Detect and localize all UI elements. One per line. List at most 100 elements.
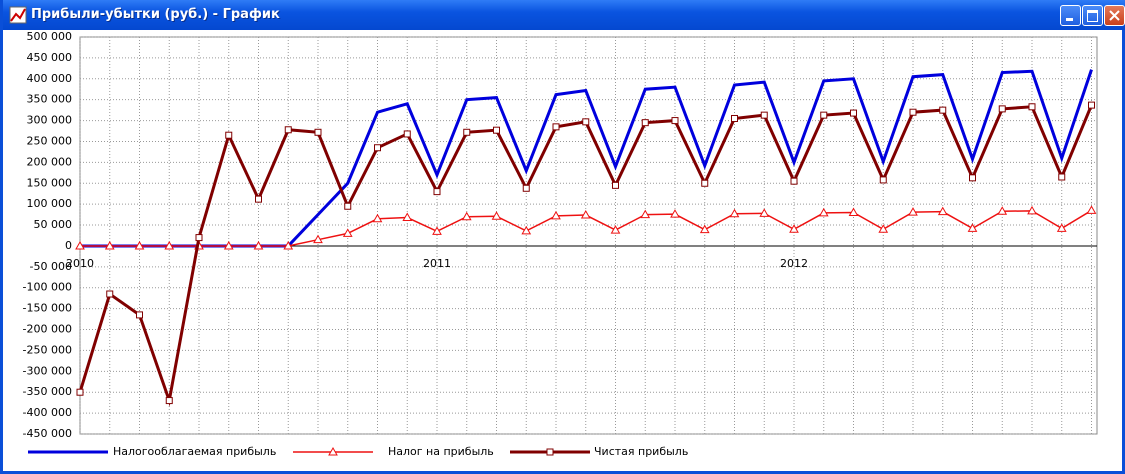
point-marker — [820, 111, 828, 119]
point-marker — [612, 181, 619, 189]
y-tick-label: -50 000 — [30, 260, 72, 273]
point-marker — [314, 128, 322, 136]
point-marker — [104, 240, 115, 250]
point-marker — [610, 225, 621, 234]
close-button[interactable] — [1104, 5, 1125, 26]
y-tick-label: 100 000 — [27, 197, 73, 210]
point-marker — [582, 118, 590, 126]
x-tick-label: 2011 — [423, 257, 451, 270]
point-marker — [521, 225, 532, 235]
point-marker — [134, 240, 145, 250]
point-marker — [461, 211, 472, 221]
point-marker — [759, 208, 770, 217]
y-tick-label: 500 000 — [27, 30, 73, 43]
point-marker — [998, 105, 1006, 113]
point-marker — [284, 126, 292, 134]
point-marker — [403, 130, 411, 138]
y-tick-label: -350 000 — [23, 385, 72, 398]
app-icon — [9, 6, 27, 24]
point-marker — [701, 179, 709, 187]
title-bar: Прибыли-убытки (руб.) - График — [3, 0, 1125, 30]
point-marker — [641, 119, 649, 127]
point-marker — [879, 176, 887, 184]
point-marker — [671, 117, 679, 125]
window-title: Прибыли-убытки (руб.) - График — [31, 7, 280, 22]
point-marker — [939, 106, 947, 114]
point-marker — [818, 207, 829, 217]
point-marker — [283, 240, 294, 250]
point-marker — [640, 209, 651, 219]
point-marker — [1058, 173, 1066, 181]
y-tick-label: -450 000 — [23, 427, 72, 440]
point-marker — [546, 448, 554, 456]
point-marker — [1027, 205, 1037, 215]
y-tick-label: 450 000 — [27, 51, 73, 64]
point-marker — [790, 177, 798, 185]
point-marker — [165, 397, 173, 405]
y-tick-label: -300 000 — [23, 364, 72, 377]
point-marker — [729, 208, 740, 218]
point-marker — [491, 211, 502, 220]
x-tick-label: 2012 — [780, 257, 808, 270]
point-marker — [580, 210, 591, 219]
point-marker — [522, 184, 530, 192]
point-marker — [463, 128, 471, 136]
point-marker — [328, 446, 338, 456]
point-marker — [253, 240, 264, 250]
legend-label: Налог на прибыль — [388, 445, 494, 458]
point-marker — [225, 131, 233, 139]
point-marker — [1028, 103, 1036, 111]
point-marker — [195, 234, 203, 242]
point-marker — [374, 144, 381, 152]
point-marker — [551, 210, 561, 220]
point-marker — [1086, 205, 1097, 214]
point-marker — [223, 240, 234, 250]
point-marker — [432, 226, 442, 235]
legend-label: Чистая прибыль — [594, 445, 688, 458]
point-marker — [908, 207, 918, 216]
plot-frame — [79, 36, 1098, 435]
maximize-button[interactable] — [1082, 5, 1103, 26]
point-marker — [878, 224, 889, 233]
point-marker — [699, 224, 710, 234]
point-marker — [136, 311, 143, 319]
point-marker — [850, 109, 857, 117]
point-marker — [493, 126, 500, 134]
y-tick-label: 150 000 — [27, 176, 73, 189]
close-icon — [1109, 10, 1120, 21]
point-marker — [433, 188, 441, 196]
y-tick-label: -400 000 — [23, 406, 72, 419]
y-tick-label: -200 000 — [23, 323, 72, 336]
point-marker — [106, 290, 114, 298]
legend-label: Налогооблагаемая прибыль — [113, 445, 276, 458]
y-tick-label: 200 000 — [27, 155, 73, 168]
point-marker — [344, 202, 352, 210]
y-tick-label: -250 000 — [23, 343, 72, 356]
y-tick-label: -150 000 — [23, 302, 72, 315]
point-marker — [76, 388, 84, 396]
point-marker — [848, 207, 859, 217]
point-marker — [1088, 101, 1095, 109]
point-marker — [969, 174, 976, 182]
point-marker — [255, 195, 262, 203]
point-marker — [402, 212, 413, 222]
point-marker — [670, 209, 680, 218]
y-tick-label: 50 000 — [34, 218, 73, 231]
minimize-button[interactable] — [1060, 5, 1081, 26]
point-marker — [552, 123, 560, 131]
point-marker — [909, 108, 917, 116]
y-tick-label: 350 000 — [27, 93, 73, 106]
y-tick-label: 300 000 — [27, 114, 73, 127]
x-tick-label: 2010 — [66, 257, 94, 270]
point-marker — [164, 240, 175, 250]
point-marker — [731, 114, 738, 122]
point-marker — [372, 213, 383, 223]
point-marker — [967, 223, 978, 232]
y-tick-label: 250 000 — [27, 134, 73, 147]
y-tick-label: 0 — [65, 239, 72, 252]
point-marker — [937, 206, 948, 216]
point-marker — [342, 228, 353, 237]
y-tick-label: -100 000 — [23, 281, 72, 294]
y-tick-label: 400 000 — [27, 72, 73, 85]
